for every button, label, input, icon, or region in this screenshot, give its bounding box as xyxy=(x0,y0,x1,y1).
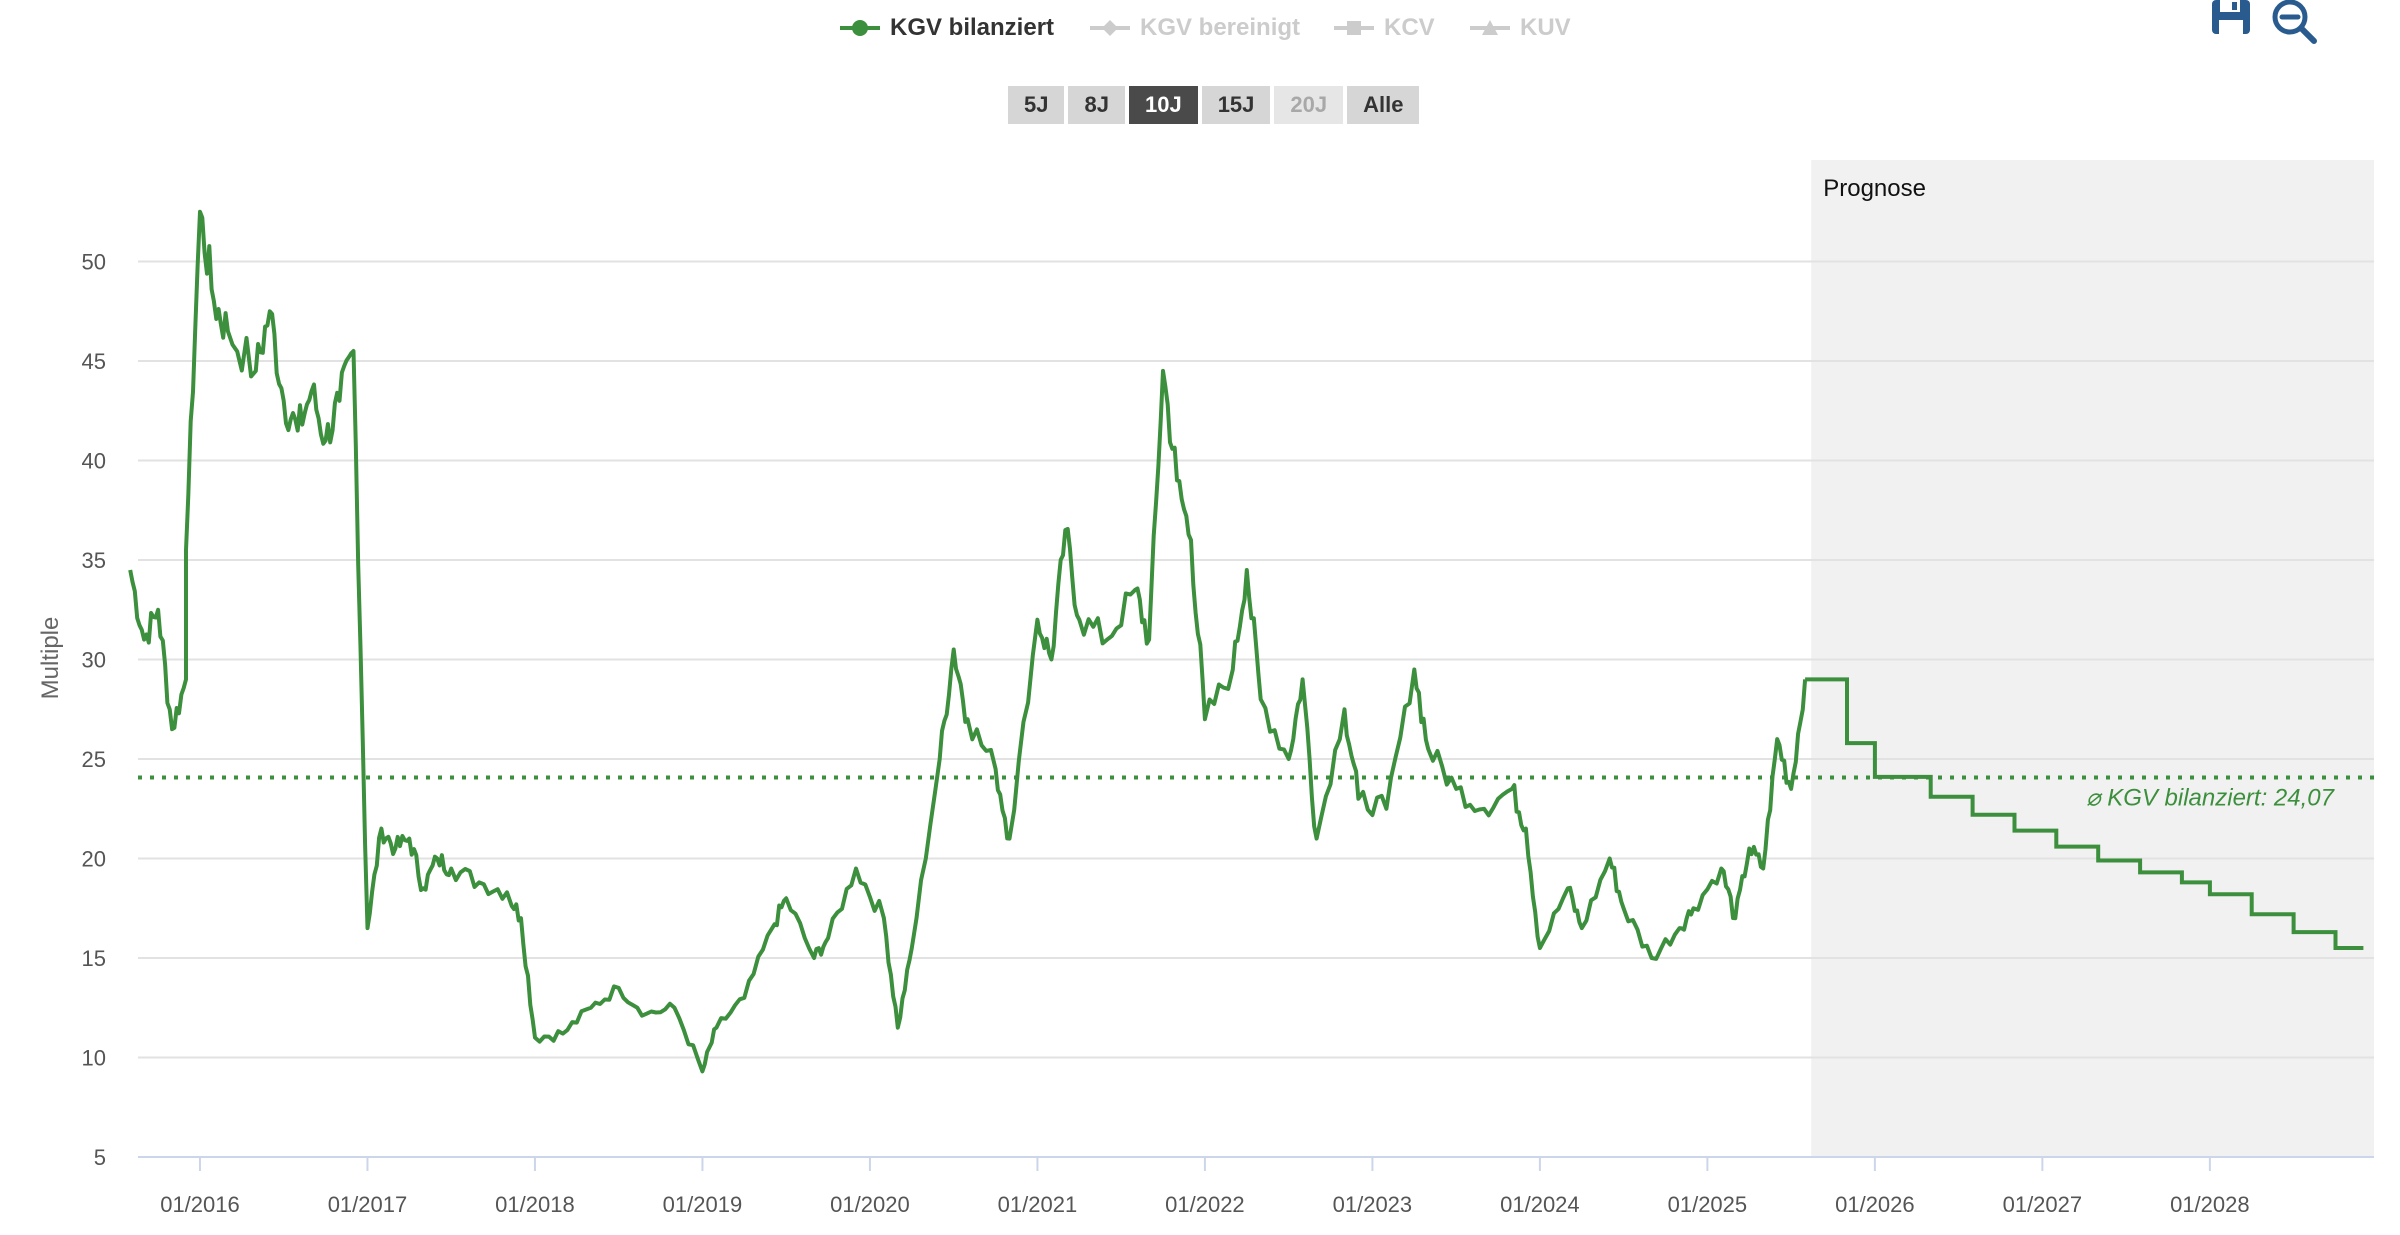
x-tick-label: 01/2021 xyxy=(998,1192,1078,1217)
y-tick-label: 40 xyxy=(82,449,106,474)
grid-lines xyxy=(138,260,2374,1158)
legend-label: KGV bilanziert xyxy=(890,14,1055,41)
legend-item-kuv[interactable]: KUV xyxy=(1470,8,1571,48)
x-axis: 01/2016 01/2017 01/2018 01/2019 01/2020 01/20… xyxy=(160,1157,2250,1217)
range-button-20j: 20J xyxy=(1274,86,1344,124)
x-tick-label: 01/2018 xyxy=(495,1192,575,1217)
range-button-5j[interactable]: 5J xyxy=(1008,86,1065,124)
chart-tools xyxy=(2208,0,2320,46)
range-button-alle[interactable]: Alle xyxy=(1347,86,1420,124)
y-tick-label: 20 xyxy=(82,847,106,872)
x-tick-label: 01/2027 xyxy=(2003,1192,2083,1217)
legend-item-kgv-bereinigt[interactable]: KGV bereinigt xyxy=(1090,8,1300,48)
x-tick-label: 01/2020 xyxy=(830,1192,910,1217)
average-line: ⌀ KGV bilanziert: 24,07 xyxy=(138,775,2374,812)
x-tick-label: 01/2017 xyxy=(328,1192,408,1217)
historical-line[interactable] xyxy=(128,209,1808,1074)
range-button-15j[interactable]: 15J xyxy=(1201,86,1271,124)
legend-item-kcv[interactable]: KCV xyxy=(1334,8,1435,48)
y-tick-label: 30 xyxy=(82,648,106,673)
y-tick-label: 15 xyxy=(82,946,106,971)
forecast-label: Prognose xyxy=(1823,175,1926,202)
chart-legend: KGV bilanziert KGV bereinigt KCV KUV xyxy=(0,8,2400,48)
x-tick-label: 01/2022 xyxy=(1165,1192,1245,1217)
y-tick-label: 50 xyxy=(82,250,106,275)
y-tick-label: 45 xyxy=(82,349,106,374)
triangle-marker-icon xyxy=(1470,20,1510,35)
legend-label: KCV xyxy=(1384,14,1435,41)
x-tick-label: 01/2028 xyxy=(2170,1192,2250,1217)
x-tick-label: 01/2024 xyxy=(1500,1192,1580,1217)
x-tick-label: 01/2026 xyxy=(1835,1192,1915,1217)
y-axis-ticks: 5 10 15 20 25 30 35 40 45 50 xyxy=(82,250,106,1171)
legend-label: KGV bereinigt xyxy=(1140,14,1301,41)
y-tick-label: 10 xyxy=(82,1046,106,1071)
y-tick-label: 35 xyxy=(82,548,106,573)
forecast-step-line[interactable] xyxy=(1805,677,2364,950)
range-button-10j[interactable]: 10J xyxy=(1128,86,1198,124)
y-tick-label: 25 xyxy=(82,747,106,772)
save-icon[interactable] xyxy=(2208,0,2258,46)
x-tick-label: 01/2025 xyxy=(1668,1192,1748,1217)
x-tick-label: 01/2023 xyxy=(1333,1192,1413,1217)
square-marker-icon xyxy=(1334,21,1374,35)
x-tick-label: 01/2019 xyxy=(663,1192,743,1217)
legend-item-kgv-bilanziert[interactable]: KGV bilanziert xyxy=(840,8,1054,48)
legend-label: KUV xyxy=(1520,14,1571,41)
range-selector: 5J 8J 10J 15J 20J Alle xyxy=(1008,86,1420,124)
y-tick-label: 5 xyxy=(94,1145,106,1170)
range-button-8j[interactable]: 8J xyxy=(1068,86,1125,124)
circle-marker-icon xyxy=(840,20,880,36)
x-tick-label: 01/2016 xyxy=(160,1192,240,1217)
average-label: ⌀ KGV bilanziert: 24,07 xyxy=(2086,785,2336,812)
diamond-marker-icon xyxy=(1090,20,1130,36)
y-axis-title: Multiple xyxy=(37,617,64,700)
series-kgv-bilanziert[interactable] xyxy=(128,209,2364,1074)
zoom-out-icon[interactable] xyxy=(2270,0,2320,46)
